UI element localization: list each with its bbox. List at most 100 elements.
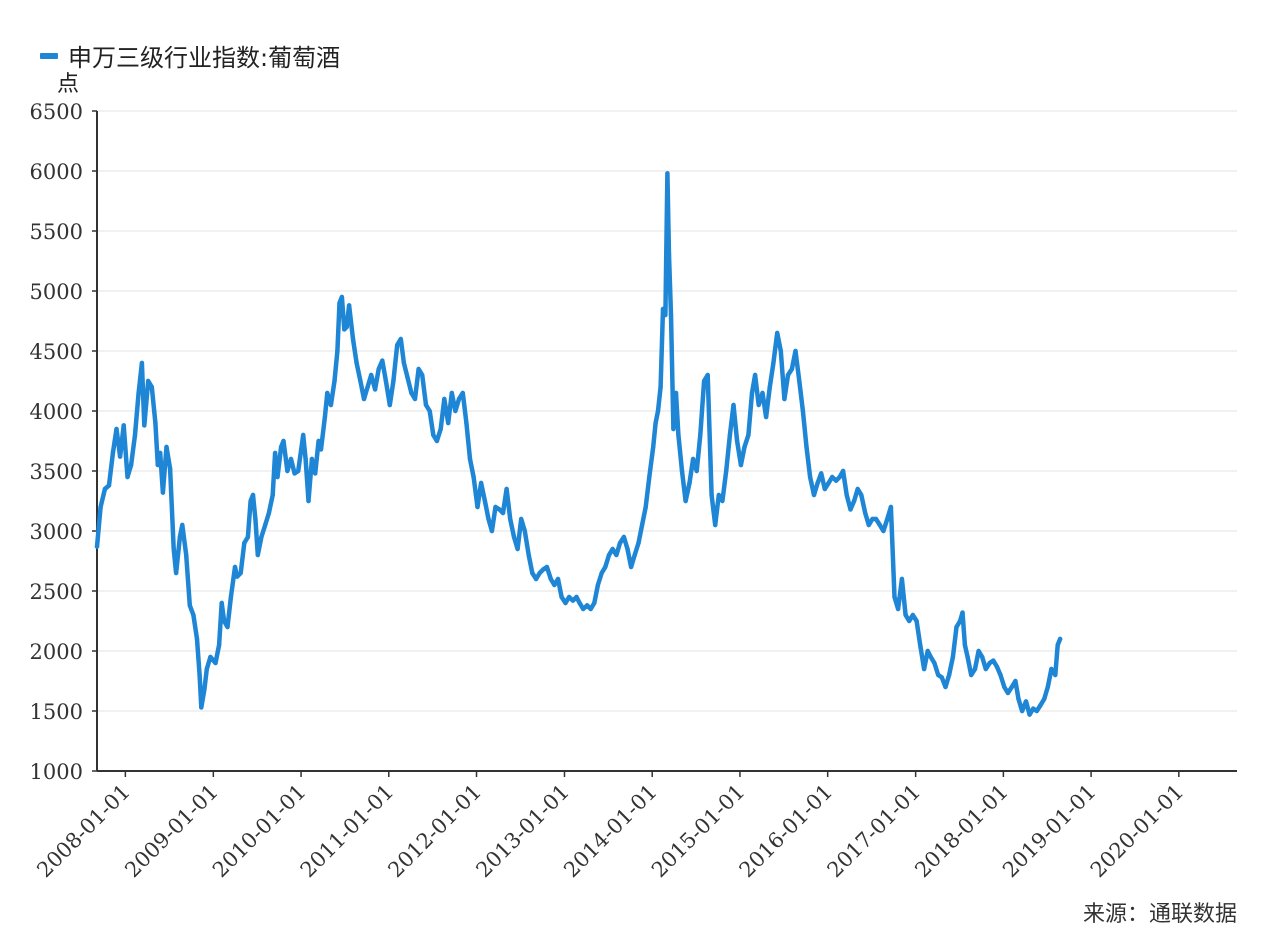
series-point (800, 408, 806, 414)
y-tick-label: 2000 (30, 640, 83, 664)
series-point (946, 672, 952, 678)
series-point (957, 618, 963, 624)
series-point (1053, 672, 1058, 678)
series-point (167, 466, 173, 471)
series-point (914, 618, 919, 624)
series-point (541, 567, 546, 572)
series-point (486, 516, 491, 522)
series-point (519, 516, 524, 522)
series-point (954, 624, 959, 630)
series-point (266, 510, 272, 516)
series-point (663, 312, 668, 318)
series-point (738, 462, 744, 468)
series-point (446, 420, 451, 426)
series-point (449, 390, 454, 396)
series-point (511, 534, 517, 540)
series-point (574, 594, 579, 600)
series-point (255, 552, 260, 558)
series-point (610, 546, 615, 552)
y-tick-label: 4000 (30, 400, 83, 424)
series-point (453, 408, 458, 414)
y-tick-label: 1500 (30, 700, 83, 724)
x-tick-label: 2018-01-01 (910, 780, 1013, 883)
series-point (690, 456, 696, 462)
series-point (653, 420, 658, 426)
series-point (683, 498, 688, 504)
series-point (401, 360, 407, 366)
series-point (555, 576, 561, 582)
series-point (950, 654, 956, 660)
series-point (332, 378, 337, 384)
series-point (639, 522, 645, 528)
series-point (826, 480, 831, 486)
series-point (409, 390, 414, 396)
series-point (994, 664, 1000, 669)
series-point (383, 378, 389, 384)
series-point (318, 447, 324, 452)
series-point (767, 384, 772, 390)
series-point (1045, 684, 1051, 690)
series-point (526, 552, 531, 558)
y-tick-label: 6000 (30, 160, 83, 184)
series-point (344, 324, 349, 330)
series-point (807, 474, 813, 480)
series-point (870, 516, 875, 522)
series-point (285, 468, 290, 474)
series-point (811, 492, 817, 498)
series-point (420, 372, 425, 378)
series-point (275, 474, 280, 480)
series-point (263, 522, 268, 528)
x-tick-label: 2008-01-01 (32, 780, 135, 883)
x-tick-label: 2013-01-01 (471, 780, 574, 883)
series-point (191, 612, 196, 618)
series-point (128, 462, 134, 468)
series-point (234, 574, 240, 579)
series-point (242, 540, 247, 546)
series-point (114, 426, 119, 432)
series-point (771, 360, 776, 366)
series-point (98, 504, 103, 510)
series-point (1005, 690, 1011, 696)
series-point (892, 594, 897, 600)
series-point (819, 471, 824, 476)
series-point (489, 528, 495, 534)
series-point (584, 603, 590, 608)
series-point (851, 498, 857, 504)
series-point (785, 372, 791, 378)
series-point (991, 658, 996, 663)
y-axis-unit-label: 点 (57, 72, 80, 97)
series-point (292, 471, 297, 476)
series-point (918, 642, 923, 648)
series-point (208, 654, 213, 660)
series-point (789, 366, 795, 372)
series-point (434, 438, 440, 444)
series-point (559, 594, 564, 600)
series-point (782, 396, 787, 402)
series-point (102, 486, 108, 492)
series-point (1009, 684, 1014, 690)
series-point (199, 705, 204, 710)
series-point (250, 492, 256, 498)
series-point (155, 462, 160, 468)
series-point (972, 666, 978, 672)
series-point (354, 360, 359, 366)
series-point (500, 510, 506, 516)
series-point (177, 534, 183, 540)
series-point (132, 432, 138, 438)
series-point (316, 438, 321, 444)
series-point (508, 516, 513, 522)
series-point (358, 378, 363, 384)
series-point (665, 171, 670, 176)
series-point (621, 534, 627, 540)
series-layer (94, 171, 1063, 717)
series-point (698, 432, 703, 438)
y-tick-label: 4500 (30, 340, 83, 364)
series-point (296, 468, 301, 474)
series-point (288, 456, 294, 462)
series-point (153, 420, 158, 426)
series-point (515, 546, 520, 552)
series-point (493, 504, 498, 510)
series-point (976, 648, 981, 654)
